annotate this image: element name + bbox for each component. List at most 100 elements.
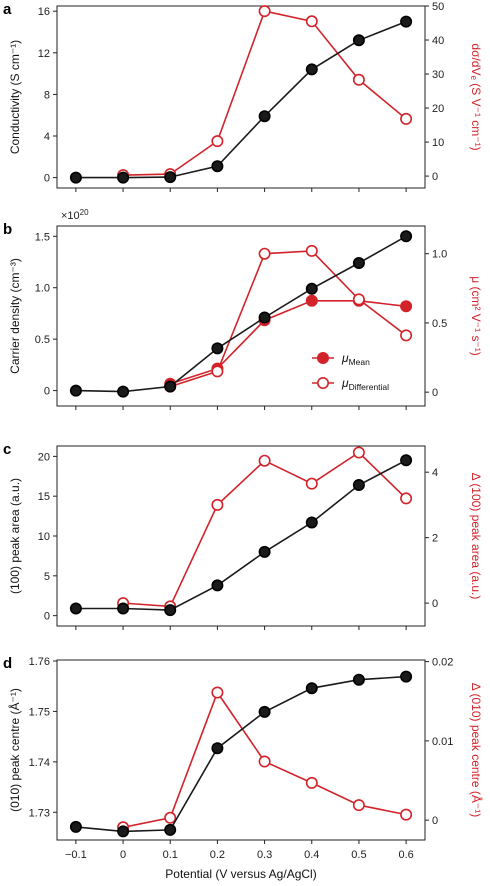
data-point (211, 742, 224, 755)
right-tick-label: 20 (432, 103, 444, 115)
data-point (258, 5, 271, 18)
legend-label: μDifferential (341, 376, 389, 392)
data-point (352, 34, 365, 47)
legend-label-symbol: μ (341, 351, 349, 365)
data-point (258, 545, 271, 558)
right-tick-label: 50 (432, 1, 444, 13)
data-point (352, 673, 365, 686)
data-point (400, 808, 413, 821)
data-point (164, 380, 177, 393)
data-point (211, 342, 224, 355)
left-axis-label: Conductivity (S cm⁻¹) (8, 40, 22, 154)
data-point (400, 492, 413, 505)
x-tick-label: 0 (120, 849, 126, 861)
left-tick-label: 5 (44, 571, 50, 583)
plot-frame (56, 5, 426, 189)
data-point (164, 171, 177, 184)
right-axis-label: Δ (100) peak area (a.u.) (469, 473, 483, 600)
right-tick-label: 0 (432, 171, 438, 183)
series-line (169, 250, 407, 388)
data-point (305, 294, 318, 307)
data-point (69, 602, 82, 615)
data-point (211, 160, 224, 173)
x-tick-label: 0.5 (351, 849, 366, 861)
series-line (123, 10, 407, 176)
right-tick-label: 0.5 (432, 318, 447, 330)
legend-label-symbol: μ (341, 376, 349, 390)
series-line (75, 20, 407, 179)
x-tick-label: −0.1 (65, 849, 87, 861)
series-line (123, 451, 407, 608)
data-point (258, 311, 271, 324)
data-point (117, 825, 130, 838)
data-point (400, 15, 413, 28)
data-point (69, 384, 82, 397)
data-point (305, 682, 318, 695)
data-point (305, 282, 318, 295)
data-point (400, 454, 413, 467)
data-point (305, 244, 318, 257)
right-tick-label: 0 (432, 387, 438, 399)
legend-marker (316, 376, 329, 389)
left-tick-label: 0 (44, 173, 50, 185)
data-point (305, 776, 318, 789)
left-tick-label: 1.76 (29, 656, 50, 668)
data-point (400, 230, 413, 243)
series-line (169, 299, 407, 385)
legend-label: μMean (341, 351, 370, 367)
data-point (352, 293, 365, 306)
left-tick-label: 1.73 (29, 807, 50, 819)
legend-label-subscript: Mean (349, 357, 371, 367)
data-point (400, 670, 413, 683)
panel-letter: d (3, 655, 12, 672)
left-tick-label: 1.5 (35, 231, 50, 243)
data-point (352, 256, 365, 269)
data-point (211, 686, 224, 699)
data-point (211, 135, 224, 148)
right-tick-label: 0 (432, 815, 438, 827)
panel-letter: c (3, 441, 11, 458)
x-axis-label: Potential (V versus Ag/AgCl) (165, 867, 316, 881)
series-line (75, 675, 407, 833)
right-tick-label: 0.02 (432, 657, 453, 669)
data-point (258, 755, 271, 768)
right-axis-label: dσ/dVₑ (S V⁻¹ cm⁻¹) (469, 43, 483, 150)
right-tick-label: 4 (432, 467, 438, 479)
legend-label-subscript: Differential (349, 382, 390, 392)
left-tick-label: 0 (44, 386, 50, 398)
legend-marker (316, 351, 329, 364)
x-tick-label: 0.2 (210, 849, 225, 861)
x-tick-label: 0.6 (398, 849, 413, 861)
series-line (75, 235, 407, 393)
left-axis-label: (100) peak area (a.u.) (8, 478, 22, 594)
data-point (258, 454, 271, 467)
left-tick-label: 1.74 (29, 757, 50, 769)
data-point (400, 300, 413, 313)
data-point (211, 365, 224, 378)
x-tick-label: 0.1 (163, 849, 178, 861)
right-tick-label: 10 (432, 137, 444, 149)
data-point (164, 604, 177, 617)
data-point (352, 446, 365, 459)
data-point (305, 15, 318, 28)
left-tick-label: 0 (44, 611, 50, 623)
panel-c: c 0 5 10 15 20 0 2 4 (100) peak area (a.u.) Δ (100… (3, 441, 483, 630)
left-tick-label: 16 (38, 6, 50, 18)
panel-a: a 0 4 8 12 16 0 10 20 30 40 50 Conductivity (S cm⁻¹)… (3, 1, 483, 192)
left-tick-label: 8 (44, 89, 50, 101)
data-point (164, 823, 177, 836)
left-tick-label: 12 (38, 48, 50, 60)
left-axis-label: Carrier density (cm⁻³) (8, 258, 22, 374)
left-tick-label: 1.75 (29, 706, 50, 718)
panel-letter: b (3, 221, 12, 238)
plot-frame (56, 225, 426, 407)
right-tick-label: 0.01 (432, 736, 453, 748)
data-point (258, 247, 271, 260)
scale-multiplier-exp: 20 (80, 208, 89, 217)
panel-d: d 1.73 1.74 1.75 1.76 0 0.01 0.02 −0.1 0 0.1 0.2 0.3… (3, 655, 484, 861)
data-point (352, 799, 365, 812)
data-point (258, 705, 271, 718)
left-tick-label: 1.0 (35, 283, 50, 295)
data-point (211, 579, 224, 592)
